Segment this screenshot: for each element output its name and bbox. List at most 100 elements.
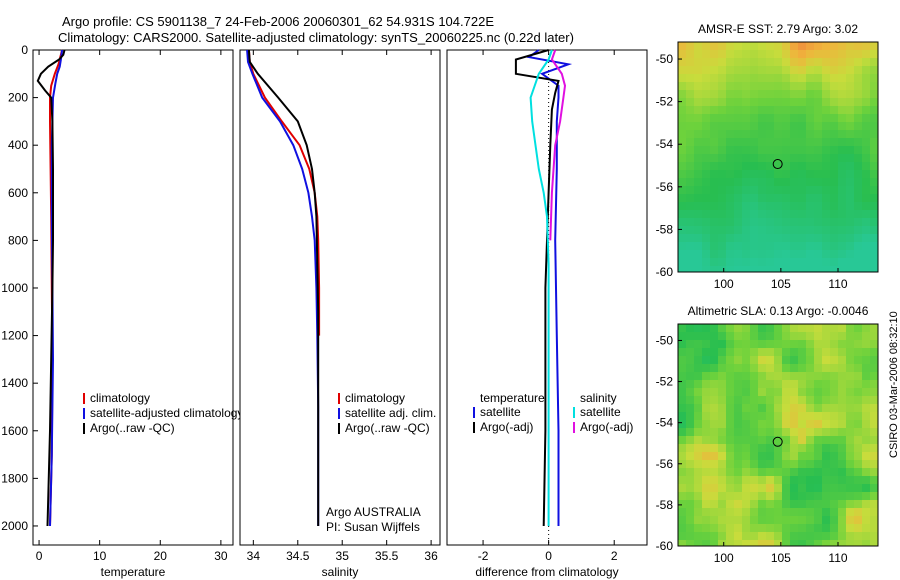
map-cell [798, 130, 806, 138]
map-cell [734, 106, 742, 114]
map-cell [774, 484, 782, 492]
map-cell [798, 452, 806, 460]
map-cell [814, 484, 822, 492]
map-cell [790, 66, 798, 74]
map-cell [742, 122, 750, 130]
map-cell [726, 42, 734, 50]
map-cell [742, 532, 750, 540]
map-cell [782, 218, 790, 226]
map-cell [814, 524, 822, 532]
map-cell [718, 444, 726, 452]
map-cell [814, 186, 822, 194]
map-cell [798, 234, 806, 242]
map-cell [694, 468, 702, 476]
map-cell [782, 476, 790, 484]
map-cell [686, 404, 694, 412]
map-cell [718, 42, 726, 50]
argo-float-marker [772, 436, 783, 447]
map-cell [718, 348, 726, 356]
map-cell [694, 428, 702, 436]
map-cell [766, 532, 774, 540]
map-cell [806, 420, 814, 428]
map-cell [750, 186, 758, 194]
map-cell [686, 58, 694, 66]
map-cell [686, 516, 694, 524]
map-cell [806, 74, 814, 82]
map-cell [726, 250, 734, 258]
map-cell [766, 492, 774, 500]
map-cell [798, 364, 806, 372]
map-cell [806, 66, 814, 74]
map-cell [862, 42, 870, 50]
map-cell [822, 258, 830, 266]
map-cell [718, 372, 726, 380]
map-cell [758, 340, 766, 348]
map-cell [742, 58, 750, 66]
map-cell [678, 404, 686, 412]
map-cell [790, 348, 798, 356]
map-cell [790, 42, 798, 50]
map-y-tick-label: -54 [656, 137, 674, 151]
map-cell [694, 178, 702, 186]
map-cell [782, 540, 790, 546]
map-cell [814, 42, 822, 50]
map-cell [814, 170, 822, 178]
map-cell [686, 114, 694, 122]
map-cell [846, 202, 854, 210]
map-cell [822, 194, 830, 202]
map-cell [758, 162, 766, 170]
map-cell [702, 452, 710, 460]
map-cell [870, 460, 878, 468]
map-cell [870, 162, 878, 170]
map-cell [678, 186, 686, 194]
map-cell [694, 532, 702, 540]
map-cell [726, 202, 734, 210]
map-cell [854, 218, 862, 226]
map-cell [814, 404, 822, 412]
map-cell [814, 50, 822, 58]
map-cell [774, 98, 782, 106]
map-cell [838, 340, 846, 348]
map-cell [694, 154, 702, 162]
map-cell [846, 138, 854, 146]
map-cell [806, 388, 814, 396]
map-cell [846, 162, 854, 170]
map-cell [718, 396, 726, 404]
map-cell [694, 380, 702, 388]
map-cell [742, 332, 750, 340]
map-cell [766, 372, 774, 380]
map-cell [758, 74, 766, 82]
map-cell [846, 412, 854, 420]
map-cell [766, 324, 774, 332]
map-cell [686, 130, 694, 138]
map-cell [694, 420, 702, 428]
map-cell [838, 186, 846, 194]
map-cell [742, 66, 750, 74]
map-cell [694, 202, 702, 210]
map-cell [782, 130, 790, 138]
map-cell [774, 428, 782, 436]
map-cell [814, 210, 822, 218]
timestamp-stamp: CSIRO 03-Mar-2006 08:32:10 [888, 311, 900, 458]
map-cell [838, 404, 846, 412]
map-cell [798, 226, 806, 234]
map-cell [830, 420, 838, 428]
map-cell [774, 90, 782, 98]
map-cell [750, 74, 758, 82]
map-cell [798, 444, 806, 452]
map-cell [846, 114, 854, 122]
map-cell [750, 412, 758, 420]
map-cell [694, 348, 702, 356]
map-cell [734, 348, 742, 356]
y-tick-label: 1800 [1, 471, 28, 485]
map-cell [774, 234, 782, 242]
map-cell [806, 492, 814, 500]
map-cell [822, 50, 830, 58]
map-cell [806, 258, 814, 266]
map-cell [822, 452, 830, 460]
legend-title: salinity [580, 391, 617, 405]
map-cell [774, 500, 782, 508]
map-cell [806, 324, 814, 332]
map-cell [702, 130, 710, 138]
